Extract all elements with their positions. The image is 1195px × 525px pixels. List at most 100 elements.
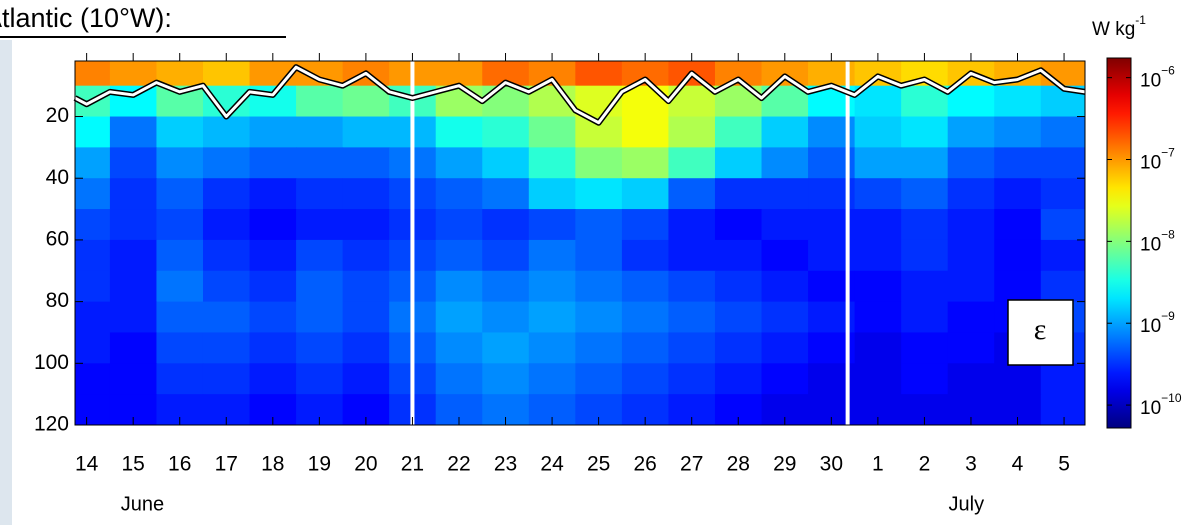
x-tick-label: 28 bbox=[727, 453, 750, 476]
cell bbox=[901, 239, 949, 272]
cell bbox=[249, 239, 297, 272]
cell bbox=[342, 301, 390, 333]
cell bbox=[714, 363, 763, 395]
cell bbox=[761, 270, 809, 303]
cell bbox=[575, 301, 623, 333]
cell bbox=[109, 239, 157, 272]
cell bbox=[621, 239, 669, 272]
month-label: June bbox=[121, 493, 164, 515]
cell bbox=[621, 147, 669, 179]
x-tick-label: 26 bbox=[633, 453, 656, 476]
cell bbox=[761, 116, 809, 148]
cell bbox=[75, 301, 111, 333]
side-strip bbox=[0, 40, 12, 525]
cell bbox=[901, 178, 949, 210]
cell bbox=[482, 270, 530, 303]
cell bbox=[435, 178, 483, 210]
cell bbox=[668, 209, 716, 241]
cell bbox=[621, 116, 669, 148]
cell bbox=[249, 270, 297, 303]
cell bbox=[75, 209, 111, 241]
colorbar-tick-exponent: −6 bbox=[1161, 64, 1175, 78]
x-tick-label: 2 bbox=[919, 453, 931, 476]
cell bbox=[109, 116, 157, 148]
cell bbox=[296, 147, 344, 179]
cell bbox=[75, 270, 111, 303]
colorbar-tick-base: 10 bbox=[1140, 316, 1161, 337]
cell bbox=[156, 270, 204, 303]
cell bbox=[342, 178, 390, 210]
x-tick-label: 21 bbox=[401, 453, 424, 476]
cell bbox=[901, 147, 949, 179]
x-tick-label: 19 bbox=[308, 453, 331, 476]
x-tick-label: 4 bbox=[1012, 453, 1024, 476]
cell bbox=[342, 147, 390, 179]
overlay bbox=[73, 53, 1086, 426]
cell bbox=[342, 116, 390, 148]
cell bbox=[528, 270, 576, 303]
colorbar-tick-exponent: −9 bbox=[1161, 309, 1175, 323]
cell bbox=[296, 209, 344, 241]
cell bbox=[947, 116, 995, 148]
cell bbox=[575, 178, 623, 210]
cell bbox=[249, 209, 297, 241]
cell bbox=[714, 116, 763, 148]
cell bbox=[435, 209, 483, 241]
cell bbox=[156, 363, 204, 395]
cell bbox=[621, 178, 669, 210]
colorbar-tick-base: 10 bbox=[1140, 153, 1161, 174]
x-tick-label: 17 bbox=[215, 453, 238, 476]
cell bbox=[249, 332, 297, 364]
cell bbox=[668, 363, 716, 395]
cell bbox=[482, 301, 530, 333]
cell bbox=[575, 363, 623, 395]
cell bbox=[528, 209, 576, 241]
cell bbox=[202, 270, 251, 303]
chart-title: Atlantic (10°W): bbox=[0, 3, 172, 33]
colorbar-tick-base: 10 bbox=[1140, 234, 1161, 255]
cell bbox=[994, 209, 1042, 241]
cell bbox=[901, 301, 949, 333]
cell bbox=[342, 270, 390, 303]
colorbar-tick-label: 10−7 bbox=[1140, 146, 1175, 174]
x-tick-label: 30 bbox=[820, 453, 843, 476]
cell bbox=[435, 301, 483, 333]
cell bbox=[575, 209, 623, 241]
cell bbox=[994, 147, 1042, 179]
cell bbox=[75, 363, 111, 395]
cell bbox=[202, 239, 251, 272]
cell bbox=[1040, 116, 1086, 148]
y-tick-label: 80 bbox=[46, 289, 69, 312]
cell bbox=[761, 147, 809, 179]
cell bbox=[714, 209, 763, 241]
colorbar-tick-base: 10 bbox=[1140, 398, 1161, 419]
cell bbox=[854, 363, 902, 395]
cell bbox=[296, 85, 344, 118]
cell bbox=[575, 147, 623, 179]
cell bbox=[575, 332, 623, 364]
x-tick-label: 24 bbox=[540, 453, 564, 476]
cell bbox=[109, 332, 157, 364]
cell bbox=[202, 178, 251, 210]
cell bbox=[109, 147, 157, 179]
cell bbox=[947, 270, 995, 303]
cell bbox=[1040, 363, 1086, 395]
cell bbox=[249, 178, 297, 210]
cell bbox=[75, 116, 111, 148]
cell bbox=[528, 147, 576, 179]
cell bbox=[1040, 147, 1086, 179]
cell bbox=[296, 239, 344, 272]
cell bbox=[296, 332, 344, 364]
cell bbox=[156, 301, 204, 333]
cell bbox=[75, 394, 111, 426]
cell bbox=[761, 178, 809, 210]
cell bbox=[1040, 178, 1086, 210]
cell bbox=[156, 178, 204, 210]
cell bbox=[435, 270, 483, 303]
mixed-layer-line bbox=[74, 65, 1086, 125]
cell bbox=[947, 363, 995, 395]
cell bbox=[854, 332, 902, 364]
cell bbox=[761, 239, 809, 272]
cell bbox=[901, 116, 949, 148]
